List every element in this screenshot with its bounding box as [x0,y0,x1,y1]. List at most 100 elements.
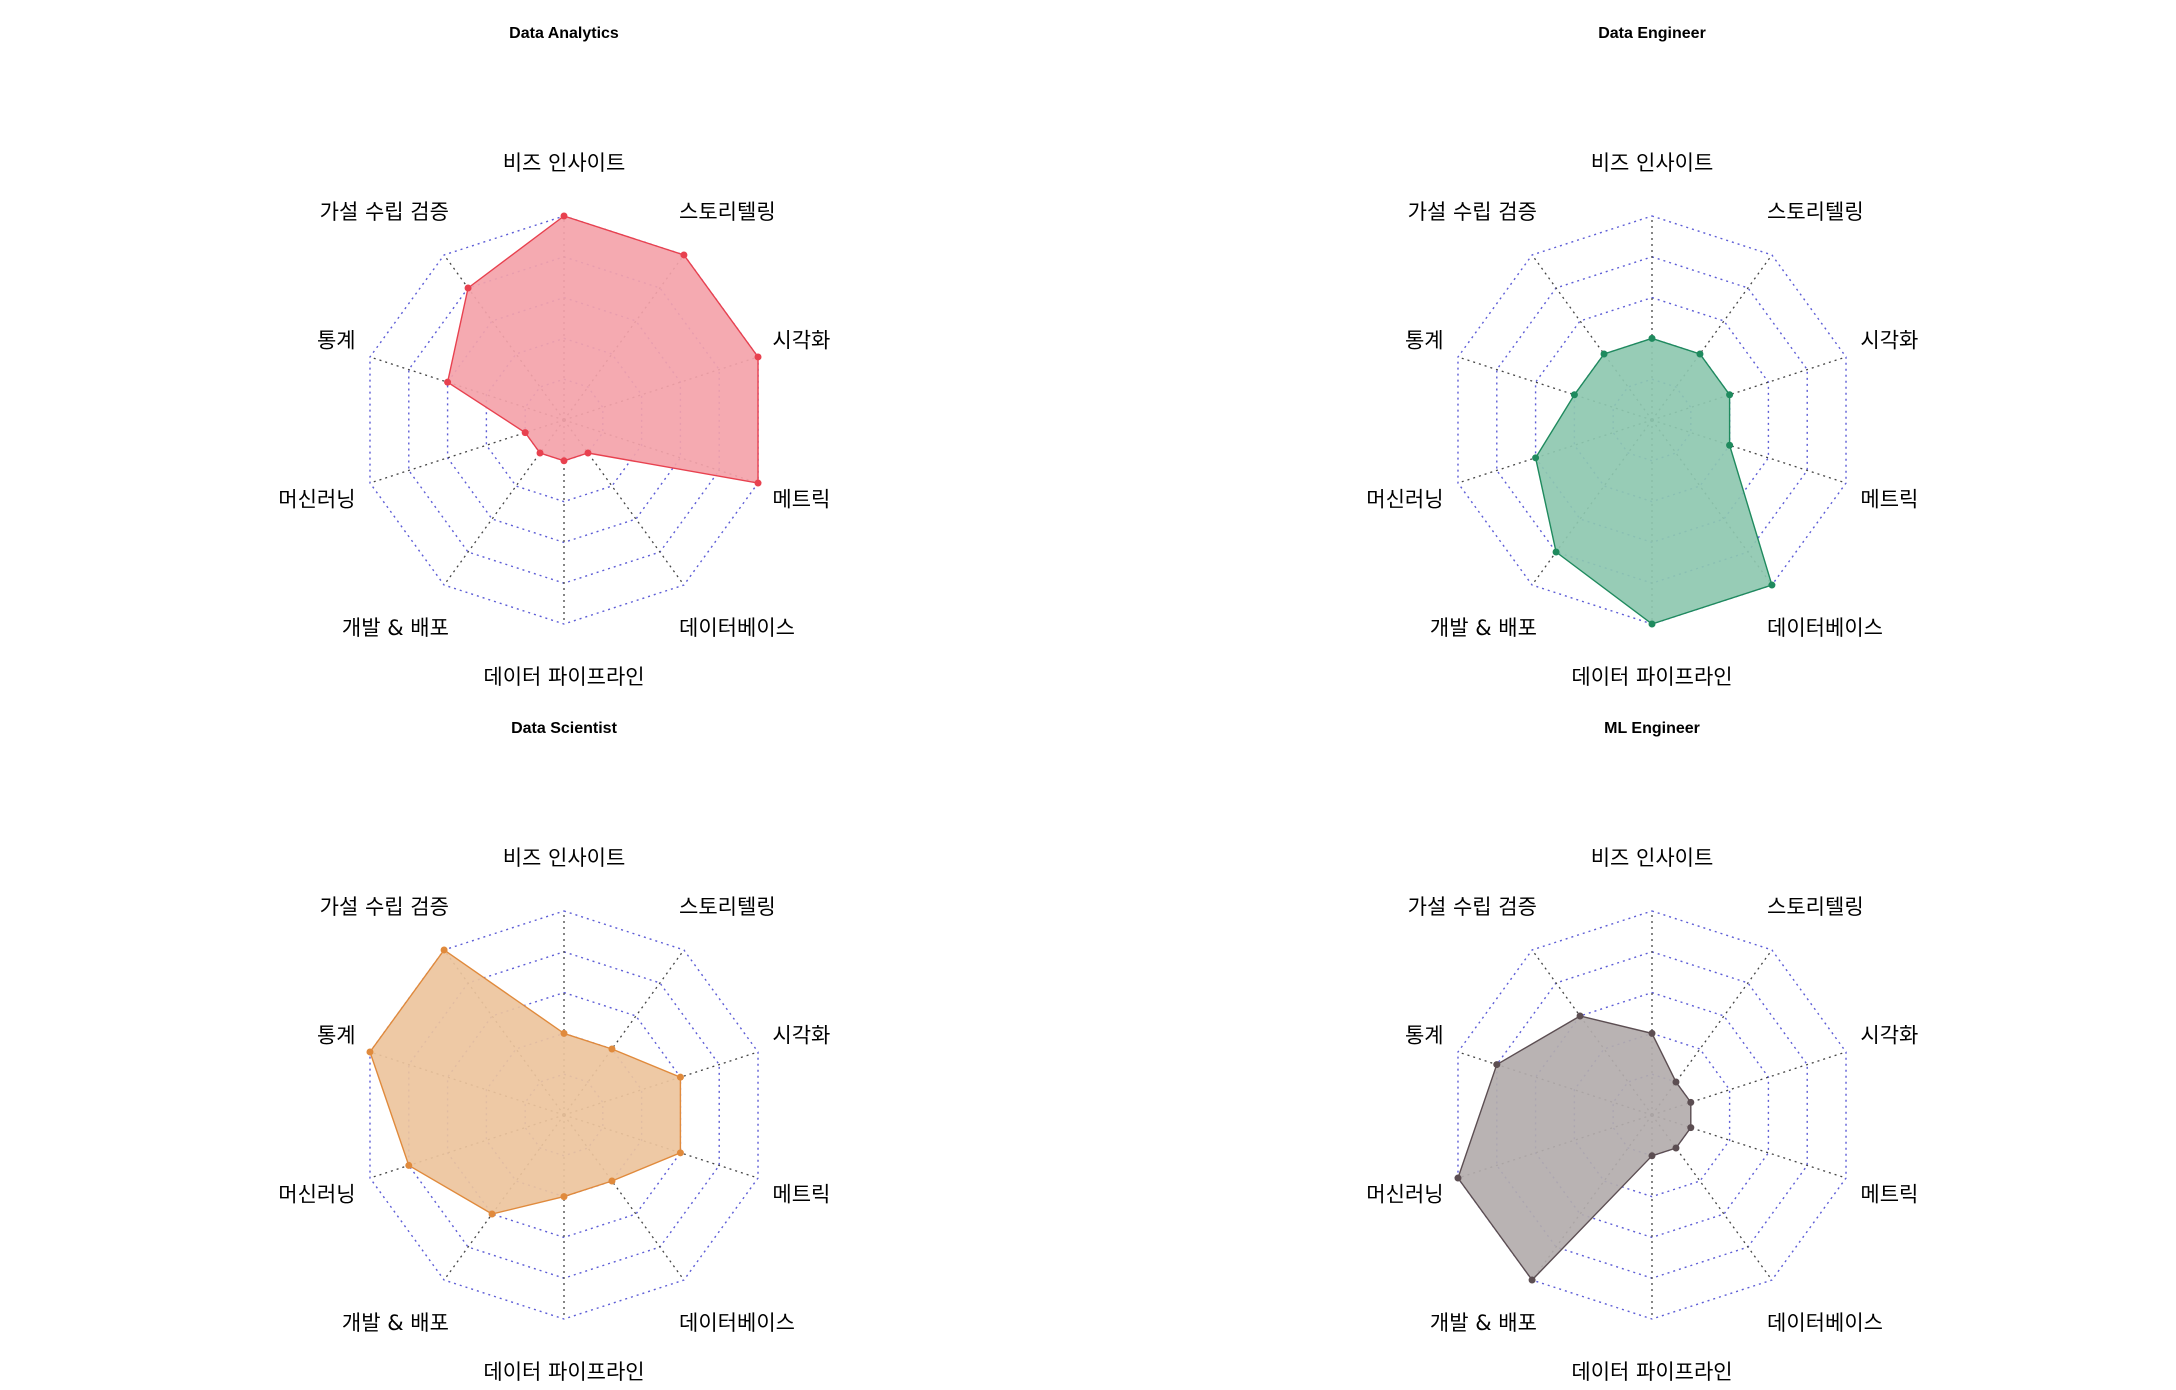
radar-chart-svg: Data Analytics 비즈 인사이트스토리텔링시각화메트릭데이터베이스데이… [278,25,830,689]
axis-label: 시각화 [1860,1024,1918,1048]
data-point [1454,1174,1462,1182]
axis-label: 머신러닝 [278,1182,355,1206]
axis-label: 머신러닝 [1366,1182,1443,1206]
axis-label: 통계 [317,329,356,353]
data-point [608,1177,616,1185]
axis-label: 통계 [317,1024,356,1048]
axis-label: 가설 수립 검증 [1408,200,1537,224]
chart-title: ML Engineer [1604,720,1700,737]
axis-label: 스토리텔링 [679,895,776,919]
axis-spoke [1651,1114,1773,1281]
data-point [521,429,529,437]
data-point [1532,454,1540,462]
axis-spoke [1651,1114,1847,1179]
radar-panel-data-engineer: Data Engineer 비즈 인사이트 스토리텔링 시각화 메트릭 데이터베이스 데이터… [1088,0,2176,695]
axis-label: 메트릭 [772,1182,830,1206]
axis-label: 비즈 인사이트 [1591,151,1714,175]
axis-label: 비즈 인사이트 [503,151,626,175]
data-point [1726,391,1734,399]
data-point [1570,391,1578,399]
data-point [1672,1144,1680,1152]
radar-panel-data-analytics: Data Analytics 비즈 인사이트 스토리텔링 시각화 메트릭 데이터베이스 데이… [0,0,1088,695]
axis-label: 스토리텔링 [1767,200,1864,224]
data-point [754,479,762,487]
radar-chart-svg: Data Engineer 비즈 인사이트스토리텔링시각화메트릭데이터베이스데이터… [1366,25,1918,689]
axis-label: 개발 & 배포 [342,616,449,640]
data-point [1648,334,1656,342]
axis-label: 개발 & 배포 [342,1311,449,1335]
data-point [488,1210,496,1218]
axis-label: 비즈 인사이트 [1591,846,1714,870]
axis-label: 통계 [1405,329,1444,353]
data-point [405,1161,413,1169]
radar-chart-svg: Data Scientist 비즈 인사이트스토리텔링시각화메트릭데이터베이스데이… [278,720,830,1384]
data-point [560,1029,568,1037]
data-point [1552,548,1560,556]
axis-spoke [369,356,565,421]
data-point [1768,581,1776,589]
data-point [1687,1124,1695,1132]
data-point [560,212,568,220]
axis-label: 스토리텔링 [679,200,776,224]
axis-spoke [369,1114,565,1179]
axis-spoke [1457,419,1653,484]
data-point [536,449,544,457]
axis-spoke [443,419,565,586]
data-point [676,1149,684,1157]
data-point [560,1193,568,1201]
data-point [464,284,472,292]
axis-label: 데이터 파이프라인 [1571,1360,1732,1384]
data-point [608,1045,616,1053]
data-point [1648,620,1656,628]
data-point [1576,1012,1584,1020]
data-point [1687,1098,1695,1106]
axis-label: 메트릭 [1860,1182,1918,1206]
radar-panel-data-scientist: Data Scientist 비즈 인사이트 스토리텔링 시각화 메트릭 데이터베이스 데이… [0,695,1088,1390]
data-point [440,946,448,954]
data-point [1696,350,1704,358]
axis-spoke [563,1051,759,1116]
axis-label: 가설 수립 검증 [320,895,449,919]
axis-label: 메트릭 [1860,487,1918,511]
chart-title: Data Analytics [509,25,619,42]
axis-spoke [1651,356,1847,421]
axis-label: 데이터베이스 [679,1311,795,1335]
data-point [1493,1061,1501,1069]
data-point [444,378,452,386]
data-point [1528,1276,1536,1284]
data-point [366,1048,374,1056]
series-area [1534,337,1773,625]
data-point [1648,1152,1656,1160]
axis-label: 시각화 [772,1024,830,1048]
data-point [754,353,762,361]
axis-spoke [1651,1051,1847,1116]
data-point [1672,1078,1680,1086]
axis-spoke [1651,949,1773,1116]
axis-label: 머신러닝 [278,487,355,511]
axis-label: 데이터베이스 [1767,1311,1883,1335]
grid-ring [1457,910,1847,1320]
data-point [680,251,688,259]
axis-label: 개발 & 배포 [1430,1311,1537,1335]
axis-label: 데이터베이스 [1767,616,1883,640]
axis-spoke [1457,1051,1653,1116]
series-area [369,948,682,1215]
data-point [560,457,568,465]
data-point [1600,350,1608,358]
axis-spoke [563,1114,685,1281]
axis-spoke [563,949,685,1116]
axis-label: 스토리텔링 [1767,895,1864,919]
axis-spoke [1651,419,1847,484]
axis-label: 비즈 인사이트 [503,846,626,870]
axis-label: 데이터 파이프라인 [1571,665,1732,689]
axis-label: 데이터 파이프라인 [483,665,644,689]
axis-spoke [563,419,685,586]
axis-label: 가설 수립 검증 [320,200,449,224]
axis-spoke [563,1114,759,1179]
axis-label: 시각화 [1860,329,1918,353]
axis-spoke [369,419,565,484]
axis-spoke [1531,254,1653,421]
axis-label: 개발 & 배포 [1430,616,1537,640]
